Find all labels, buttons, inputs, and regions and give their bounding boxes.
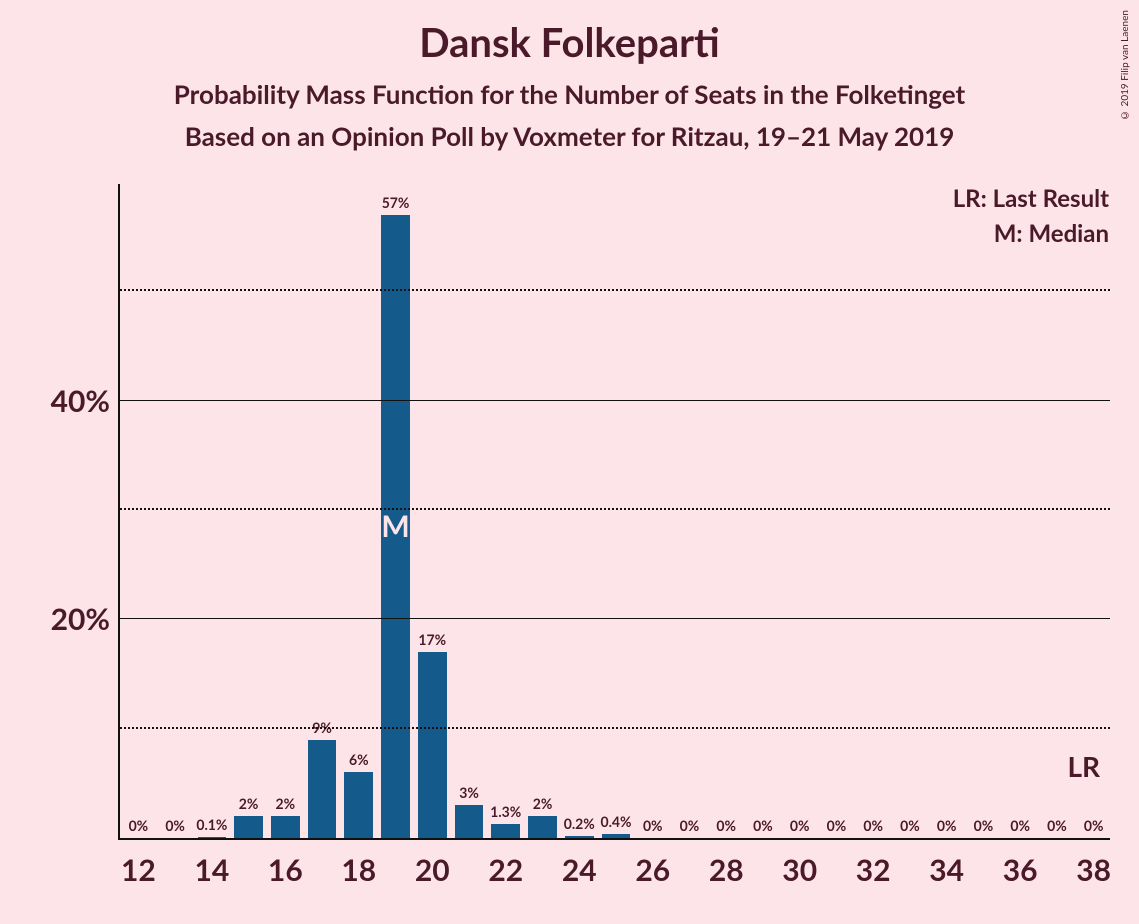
x-tick-label: 16 — [268, 838, 303, 888]
bar-value-label: 0% — [974, 817, 994, 838]
bar: 0.4% — [602, 834, 631, 838]
bar-value-label: 0% — [680, 817, 700, 838]
bar-value-label: 6% — [349, 751, 369, 772]
bar: 9% — [308, 740, 337, 838]
x-tick-label: 34 — [929, 838, 964, 888]
bars-container: 0%0%0.1%2%2%9%6%57%M17%3%1.3%2%0.2%0.4%0… — [120, 184, 1110, 838]
x-tick-label: 28 — [709, 838, 744, 888]
gridline-major — [120, 400, 1110, 401]
bar-value-label: 0% — [1084, 817, 1104, 838]
y-tick-label: 40% — [20, 383, 110, 419]
bar-value-label: 0% — [129, 817, 149, 838]
gridline-minor — [120, 508, 1110, 510]
bar-value-label: 17% — [418, 631, 446, 652]
lr-marker: LR — [1067, 749, 1100, 783]
bar-value-label: 0.1% — [196, 816, 227, 837]
bar-slot: 6% — [344, 772, 373, 838]
median-marker: M — [381, 508, 409, 544]
bar-value-label: 0% — [643, 817, 663, 838]
y-tick-label: 20% — [20, 601, 110, 637]
bar-value-label: 0% — [1010, 817, 1030, 838]
bar: 2% — [528, 816, 557, 838]
bar-value-label: 0% — [900, 817, 920, 838]
gridline-minor — [120, 289, 1110, 291]
gridline-major — [120, 618, 1110, 619]
bar-slot: 2% — [234, 816, 263, 838]
chart-plot: 0%0%0.1%2%2%9%6%57%M17%3%1.3%2%0.2%0.4%0… — [118, 184, 1110, 840]
bar-value-label: 0% — [790, 817, 810, 838]
bar-slot: 17% — [418, 652, 447, 838]
bar-value-label: 57% — [382, 194, 410, 215]
bar-value-label: 2% — [533, 795, 553, 816]
bar-slot: 2% — [528, 816, 557, 838]
gridline-minor — [120, 727, 1110, 729]
bar-value-label: 0% — [753, 817, 773, 838]
x-tick-label: 14 — [194, 838, 229, 888]
bar-value-label: 0% — [716, 817, 736, 838]
bar-value-label: 0% — [165, 817, 185, 838]
chart-subtitle-1: Probability Mass Function for the Number… — [0, 66, 1139, 110]
bar-value-label: 0% — [1047, 817, 1067, 838]
bar-value-label: 2% — [276, 795, 296, 816]
bar: 17% — [418, 652, 447, 838]
chart-plot-area: 0%0%0.1%2%2%9%6%57%M17%3%1.3%2%0.2%0.4%0… — [118, 184, 1110, 840]
x-tick-label: 24 — [562, 838, 597, 888]
bar-value-label: 0.2% — [564, 815, 595, 836]
bar: 2% — [271, 816, 300, 838]
x-tick-label: 38 — [1076, 838, 1111, 888]
bar: 6% — [344, 772, 373, 838]
x-tick-label: 32 — [856, 838, 891, 888]
x-tick-label: 26 — [635, 838, 670, 888]
bar-slot: 1.3% — [491, 824, 520, 838]
bar-slot: 0.4% — [602, 834, 631, 838]
bar-value-label: 0% — [863, 817, 883, 838]
bar-value-label: 3% — [459, 784, 479, 805]
x-tick-label: 30 — [782, 838, 817, 888]
copyright-text: © 2019 Filip van Laenen — [1119, 10, 1131, 121]
bar-value-label: 9% — [312, 719, 332, 740]
x-tick-label: 20 — [415, 838, 450, 888]
bar: 3% — [455, 805, 484, 838]
bar-value-label: 0.4% — [600, 813, 631, 834]
bar-slot: 9% — [308, 740, 337, 838]
bar: 1.3% — [491, 824, 520, 838]
bar-value-label: 0% — [827, 817, 847, 838]
x-tick-label: 18 — [341, 838, 376, 888]
bar-value-label: 2% — [239, 795, 259, 816]
bar: 57%M — [381, 215, 410, 838]
bar: 2% — [234, 816, 263, 838]
bar-slot: 57%M — [381, 215, 410, 838]
bar-value-label: 0% — [937, 817, 957, 838]
bar-slot: 3% — [455, 805, 484, 838]
bar-slot: 2% — [271, 816, 300, 838]
chart-subtitle-2: Based on an Opinion Poll by Voxmeter for… — [0, 110, 1139, 152]
bar-value-label: 1.3% — [490, 803, 521, 824]
x-tick-label: 36 — [1003, 838, 1038, 888]
x-tick-label: 12 — [121, 838, 156, 888]
chart-title: Dansk Folkeparti — [0, 0, 1139, 66]
x-tick-label: 22 — [488, 838, 523, 888]
